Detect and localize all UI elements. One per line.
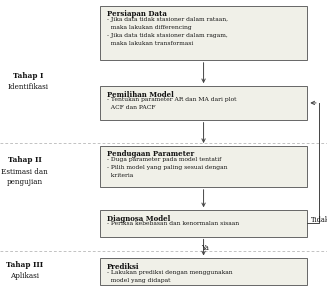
FancyBboxPatch shape	[100, 6, 307, 60]
Text: Persiapan Data: Persiapan Data	[107, 10, 167, 18]
Text: Estimasi dan: Estimasi dan	[1, 168, 48, 176]
Text: Tahap III: Tahap III	[6, 261, 43, 269]
Text: - Jika data tidak stasioner dalam rataan,: - Jika data tidak stasioner dalam rataan…	[107, 17, 228, 22]
Text: Identifikasi: Identifikasi	[7, 83, 48, 91]
Text: - Pilih model yang paling sesuai dengan: - Pilih model yang paling sesuai dengan	[107, 165, 228, 170]
Text: Diagnosa Model: Diagnosa Model	[107, 215, 170, 223]
Text: - Jika data tidak stasioner dalam ragam,: - Jika data tidak stasioner dalam ragam,	[107, 33, 228, 38]
FancyBboxPatch shape	[100, 146, 307, 187]
Text: - Lakukan prediksi dengan menggunakan: - Lakukan prediksi dengan menggunakan	[107, 270, 232, 274]
Text: maka lakukan transformasi: maka lakukan transformasi	[107, 41, 193, 46]
Text: Tidak: Tidak	[311, 216, 327, 225]
Text: kriteria: kriteria	[107, 173, 133, 178]
Text: Prediksi: Prediksi	[107, 263, 140, 271]
FancyBboxPatch shape	[100, 210, 307, 237]
Text: ACF dan PACF: ACF dan PACF	[107, 105, 155, 110]
Text: Tahap II: Tahap II	[8, 156, 42, 164]
Text: Aplikasi: Aplikasi	[10, 272, 39, 280]
FancyBboxPatch shape	[100, 86, 307, 120]
Text: - Duga parameter pada model tentatif: - Duga parameter pada model tentatif	[107, 157, 221, 162]
Text: Pendugaan Parameter: Pendugaan Parameter	[107, 150, 194, 158]
Text: - Periksa kebebasan dan kenormalan sisaan: - Periksa kebebasan dan kenormalan sisaa…	[107, 221, 239, 226]
Text: pengujian: pengujian	[7, 178, 43, 186]
Text: Pemilihan Model: Pemilihan Model	[107, 91, 174, 98]
FancyBboxPatch shape	[100, 258, 307, 285]
Text: Tahap I: Tahap I	[13, 72, 43, 79]
Text: model yang didapat: model yang didapat	[107, 278, 170, 283]
Text: maka lakukan differencing: maka lakukan differencing	[107, 25, 192, 30]
Text: - Tentukan parameter AR dan MA dari plot: - Tentukan parameter AR dan MA dari plot	[107, 97, 236, 102]
Text: Ya: Ya	[201, 244, 209, 252]
